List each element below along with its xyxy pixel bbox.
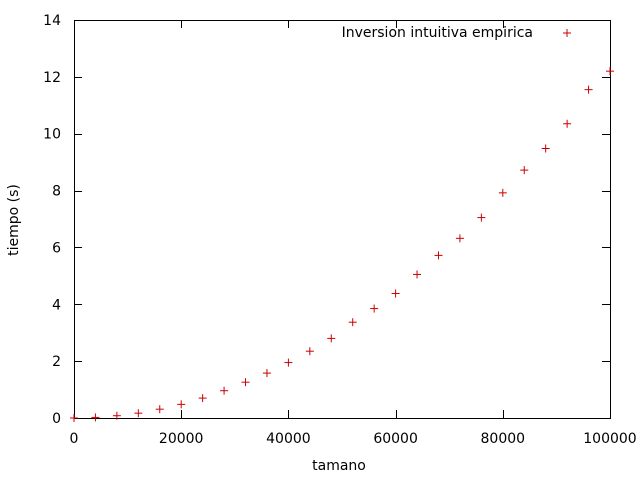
y-tick-label: 2	[52, 354, 61, 370]
data-point	[498, 188, 507, 197]
x-tick-label: 100000	[583, 431, 636, 447]
data-point	[370, 304, 379, 313]
data-point	[520, 166, 529, 175]
data-point	[177, 400, 186, 409]
legend-label: Inversion intuitiva empirica	[342, 25, 533, 41]
data-point	[477, 213, 486, 222]
x-axis-ticks: 0 20000 40000 60000 80000 100000	[70, 20, 637, 447]
y-tick-label: 14	[43, 13, 61, 29]
y-axis-ticks: 0 2 4 6 8 10 12 14	[43, 13, 610, 427]
y-tick-label: 6	[52, 240, 61, 256]
data-point	[284, 358, 293, 367]
data-point	[198, 394, 207, 403]
x-tick-label: 0	[70, 431, 79, 447]
data-point	[327, 334, 336, 343]
data-point	[112, 411, 121, 420]
data-point	[70, 414, 78, 422]
data-point	[606, 67, 614, 76]
legend-marker	[563, 29, 571, 37]
x-tick-label: 80000	[481, 431, 526, 447]
y-tick-label: 12	[43, 70, 61, 86]
x-axis-title: tamano	[312, 458, 366, 474]
y-tick-label: 10	[43, 127, 61, 143]
data-points	[70, 67, 614, 422]
data-point	[241, 378, 250, 387]
data-point	[455, 234, 464, 243]
data-point	[220, 386, 229, 395]
legend: Inversion intuitiva empirica	[342, 25, 571, 41]
plot-frame	[74, 20, 611, 419]
x-tick-label: 20000	[159, 431, 204, 447]
data-point	[541, 144, 550, 153]
y-axis-title: tiempo (s)	[6, 184, 22, 256]
legend-plus-marker	[563, 29, 571, 37]
y-tick-label: 4	[52, 297, 61, 313]
data-point	[91, 413, 100, 422]
y-tick-label: 0	[52, 411, 61, 427]
data-point	[155, 405, 164, 414]
x-tick-label: 40000	[266, 431, 311, 447]
data-point	[305, 347, 314, 356]
data-point	[413, 270, 422, 279]
data-point	[584, 85, 593, 94]
data-point	[563, 119, 572, 128]
data-point	[348, 318, 357, 327]
data-point	[262, 369, 271, 378]
data-point	[391, 289, 400, 298]
x-tick-label: 60000	[373, 431, 418, 447]
y-tick-label: 8	[52, 184, 61, 200]
data-point	[434, 251, 443, 260]
data-point	[134, 409, 143, 418]
